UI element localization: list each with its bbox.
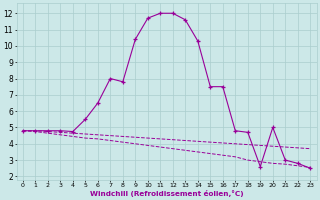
- X-axis label: Windchill (Refroidissement éolien,°C): Windchill (Refroidissement éolien,°C): [90, 190, 244, 197]
